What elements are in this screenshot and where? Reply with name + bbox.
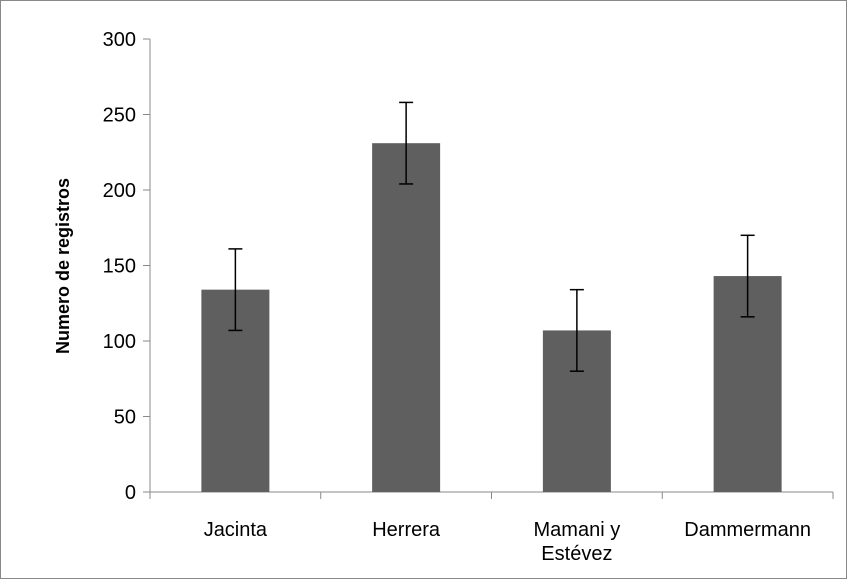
y-axis-label: Numero de registros bbox=[53, 178, 73, 354]
bars-group bbox=[201, 143, 782, 492]
x-category-label: Dammermann bbox=[684, 519, 811, 541]
y-tick-label: 150 bbox=[103, 256, 136, 278]
y-tick-label: 200 bbox=[103, 180, 136, 202]
y-tick-label: 300 bbox=[103, 29, 136, 51]
x-category-label: Jacinta bbox=[204, 519, 268, 541]
y-tick-label: 0 bbox=[125, 482, 136, 504]
y-tick-label: 250 bbox=[103, 105, 136, 127]
x-category-label-line: Jacinta bbox=[204, 519, 268, 541]
y-tick-label: 50 bbox=[114, 407, 136, 429]
x-category-label: Mamani y Estévez bbox=[534, 519, 621, 565]
y-axis: 0 50 100 150 200 250 300 bbox=[103, 29, 151, 504]
x-category-label: Herrera bbox=[372, 519, 441, 541]
y-tick-label: 100 bbox=[103, 331, 136, 353]
x-category-label-line: Herrera bbox=[372, 519, 441, 541]
x-category-label-line: Dammermann bbox=[684, 519, 811, 541]
error-bars-group bbox=[228, 101, 755, 372]
x-category-label-line: Mamani y bbox=[534, 519, 621, 541]
x-category-label-line: Estévez bbox=[541, 543, 612, 565]
bar bbox=[372, 143, 441, 492]
